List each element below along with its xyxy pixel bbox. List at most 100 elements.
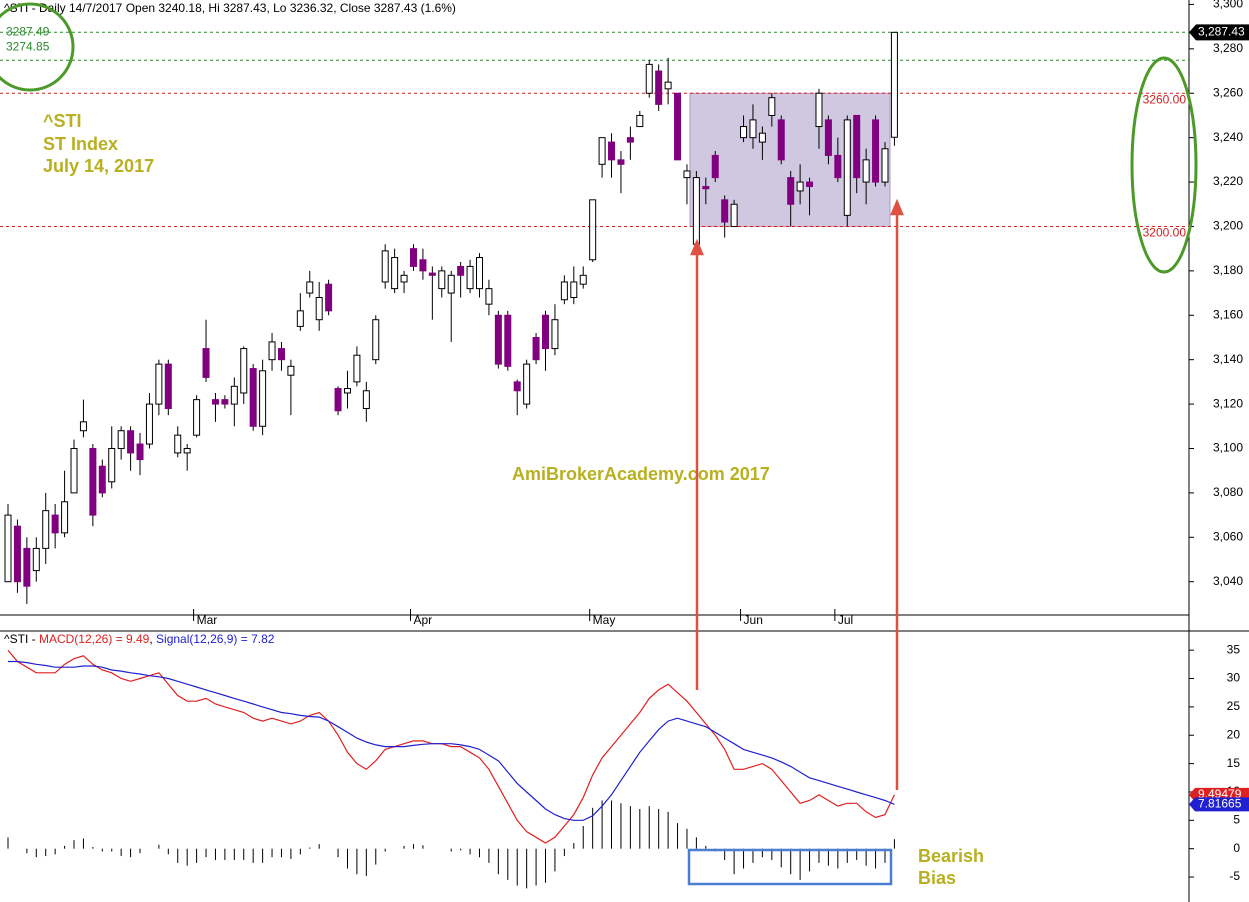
candle-body	[70, 447, 78, 494]
candle-body	[542, 314, 550, 350]
annotation: ST Index	[43, 134, 118, 154]
candle-body	[202, 348, 210, 378]
annotation: Bias	[918, 868, 956, 888]
candle-body	[626, 137, 634, 143]
candle-body	[117, 430, 125, 449]
candle-body	[42, 510, 50, 549]
macd-header-part: Signal(12,26,9) = 7.82	[156, 632, 275, 646]
candle-body	[476, 257, 483, 290]
level-label: 3260.00	[1143, 92, 1187, 106]
y-tick-label: 3,140	[1213, 352, 1243, 366]
candle-body	[127, 430, 135, 454]
candle-body	[79, 421, 87, 432]
candle-body	[343, 388, 351, 394]
macd-line	[7, 649, 895, 844]
candle-body	[532, 336, 540, 361]
macd-header: ^STI - MACD(12,26) = 9.49, Signal(12,26,…	[4, 632, 275, 646]
candle-body	[551, 319, 559, 350]
header: ^STI - Daily 14/7/2017 Open 3240.18, Hi …	[4, 1, 456, 15]
candle-body	[174, 434, 182, 454]
y-tick-label: 25	[1227, 699, 1241, 713]
y-tick-label: 30	[1227, 671, 1241, 685]
y-tick-label: 3,240	[1213, 130, 1243, 144]
y-tick-label: 3,040	[1213, 574, 1243, 588]
candle-body	[608, 141, 616, 161]
y-tick-label: 3,200	[1213, 219, 1243, 233]
candle-body	[334, 388, 342, 412]
candle-body	[315, 297, 323, 321]
candle-body	[419, 259, 427, 272]
candle-body	[702, 185, 710, 190]
candle-body	[287, 365, 295, 376]
candle-body	[655, 70, 663, 105]
candle-body	[325, 283, 333, 312]
value-tag	[1189, 797, 1249, 812]
candle-body	[428, 272, 436, 276]
watermark: AmiBrokerAcademy.com 2017	[512, 464, 770, 484]
candle-body	[51, 514, 59, 534]
candle-body	[457, 265, 465, 276]
macd-header-part: ^STI -	[4, 632, 39, 646]
candle-body	[777, 119, 785, 161]
y-tick-label: 5	[1233, 812, 1240, 826]
candle-body	[579, 274, 587, 285]
y-tick-label: 20	[1227, 727, 1241, 741]
y-tick-label: 3,280	[1213, 41, 1243, 55]
candle-body	[570, 281, 578, 299]
candle-body	[230, 385, 238, 405]
candle-body	[692, 177, 700, 245]
candle-body	[589, 199, 597, 261]
candle-body	[23, 547, 31, 587]
candle-body	[853, 114, 861, 179]
candle-body	[61, 501, 69, 534]
candle-body	[721, 199, 729, 223]
candle-body	[560, 281, 568, 301]
candle-body	[400, 274, 408, 283]
candle-body	[504, 314, 512, 367]
y-tick-label: 3,180	[1213, 263, 1243, 277]
highlight-circle	[0, 2, 75, 92]
candle-body	[598, 137, 606, 165]
y-tick-label: 0	[1233, 841, 1240, 855]
candle-body	[645, 63, 653, 94]
y-tick-label: 3,260	[1213, 85, 1243, 99]
candle-body	[485, 288, 493, 305]
candle-body	[834, 154, 842, 179]
candle-body	[240, 348, 248, 394]
candle-body	[145, 403, 153, 445]
candle-body	[372, 319, 380, 361]
candle-body	[636, 114, 644, 128]
candle-body	[523, 363, 531, 405]
y-tick-label: 3,220	[1213, 174, 1243, 188]
x-tick-label: Jul	[838, 613, 853, 627]
candle-body	[674, 92, 682, 161]
candle-body	[796, 181, 804, 192]
candle-body	[13, 525, 21, 583]
candle-body	[296, 310, 304, 327]
candle-body	[183, 447, 191, 454]
macd-header-part: MACD(12,26) = 9.49	[39, 632, 150, 646]
level-label: 3274.85	[6, 39, 50, 53]
candle-body	[136, 443, 144, 461]
candle-body	[447, 274, 455, 294]
y-tick-label: 15	[1227, 756, 1241, 770]
candle-body	[221, 399, 229, 405]
candle-body	[843, 119, 851, 216]
candle-body	[268, 341, 276, 361]
y-tick-label: 3,120	[1213, 396, 1243, 410]
candle-body	[362, 390, 370, 410]
candle-body	[758, 132, 766, 143]
candle-body	[155, 363, 163, 405]
level-label: 3200.00	[1143, 226, 1187, 240]
candle-body	[193, 399, 201, 436]
y-tick-label: 35	[1227, 642, 1241, 656]
candle-body	[4, 514, 12, 583]
candle-body	[806, 181, 814, 187]
candle-body	[277, 348, 285, 361]
annotation: ^STI	[43, 111, 82, 131]
x-tick-label: Jun	[744, 613, 763, 627]
candle-body	[89, 447, 97, 516]
value-tag-label: 7.81665	[1198, 797, 1242, 811]
highlight-circle	[1130, 56, 1198, 274]
